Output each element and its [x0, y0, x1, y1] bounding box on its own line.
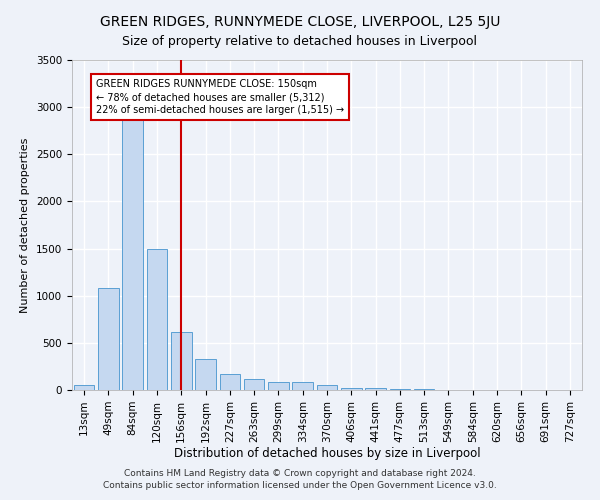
Bar — [341, 388, 362, 390]
Bar — [365, 388, 386, 390]
Bar — [122, 112, 143, 390]
Bar — [74, 386, 94, 390]
Text: GREEN RIDGES, RUNNYMEDE CLOSE, LIVERPOOL, L25 5JU: GREEN RIDGES, RUNNYMEDE CLOSE, LIVERPOOL… — [100, 15, 500, 29]
Bar — [171, 332, 191, 390]
Bar — [268, 382, 289, 390]
Text: GREEN RIDGES RUNNYMEDE CLOSE: 150sqm
← 78% of detached houses are smaller (5,312: GREEN RIDGES RUNNYMEDE CLOSE: 150sqm ← 7… — [96, 79, 344, 116]
Bar — [195, 359, 216, 390]
Bar — [146, 248, 167, 390]
Bar — [220, 374, 240, 390]
Y-axis label: Number of detached properties: Number of detached properties — [20, 138, 31, 312]
Bar — [414, 389, 434, 390]
Bar — [244, 378, 265, 390]
Bar — [317, 386, 337, 390]
Bar — [389, 389, 410, 390]
Bar — [98, 288, 119, 390]
Text: Contains HM Land Registry data © Crown copyright and database right 2024.
Contai: Contains HM Land Registry data © Crown c… — [103, 468, 497, 490]
X-axis label: Distribution of detached houses by size in Liverpool: Distribution of detached houses by size … — [173, 448, 481, 460]
Text: Size of property relative to detached houses in Liverpool: Size of property relative to detached ho… — [122, 35, 478, 48]
Bar — [292, 382, 313, 390]
